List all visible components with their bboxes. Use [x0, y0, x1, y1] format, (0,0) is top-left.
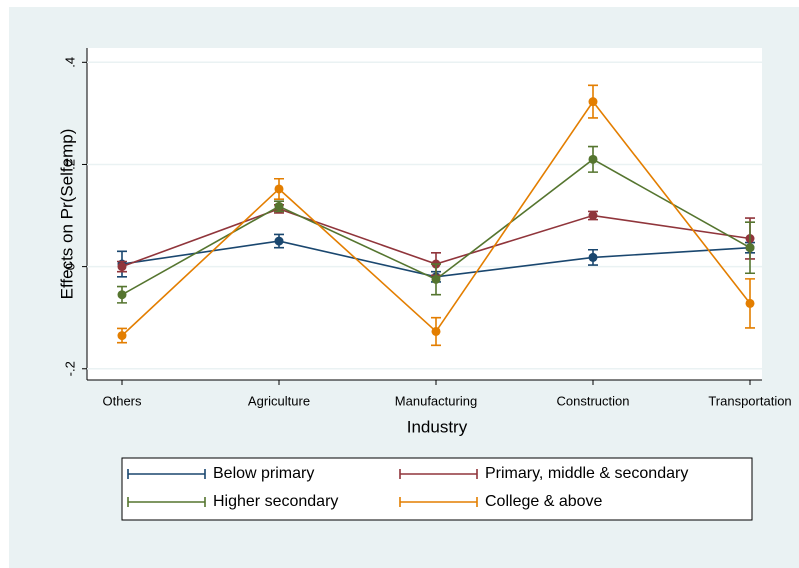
- y-tick-label: 0: [62, 263, 77, 270]
- legend-key: [127, 497, 206, 507]
- point: [745, 243, 755, 253]
- y-tick-label: -.2: [62, 361, 77, 376]
- point: [588, 97, 598, 107]
- plot-region: [87, 48, 762, 380]
- point: [117, 290, 127, 300]
- point: [745, 298, 755, 308]
- point: [117, 331, 127, 341]
- x-tick-label: Agriculture: [248, 393, 310, 408]
- point: [588, 211, 598, 221]
- point: [274, 184, 284, 194]
- legend-key: [399, 469, 478, 479]
- point: [431, 274, 441, 284]
- y-axis-title: Effects on Pr(Selfemp): [57, 129, 76, 300]
- y-tick-label: .4: [62, 57, 77, 68]
- point: [117, 262, 127, 272]
- x-tick-label: Manufacturing: [395, 393, 477, 408]
- legend-label: Below primary: [213, 465, 314, 482]
- y-tick-label: .2: [62, 159, 77, 170]
- legend-label: Primary, middle & secondary: [485, 465, 688, 482]
- legend-label: Higher secondary: [213, 493, 338, 510]
- x-axis-title: Industry: [407, 417, 468, 436]
- legend-key: [127, 469, 206, 479]
- point: [588, 252, 598, 262]
- x-tick-label: Construction: [557, 393, 630, 408]
- x-tick-label: Others: [102, 393, 142, 408]
- legend-label: College & above: [485, 493, 603, 510]
- point: [274, 236, 284, 246]
- point: [431, 326, 441, 336]
- x-tick-label: Transportation: [708, 393, 791, 408]
- point: [274, 201, 284, 211]
- point: [588, 154, 598, 164]
- legend-key: [399, 497, 478, 507]
- legend-box: [121, 457, 753, 521]
